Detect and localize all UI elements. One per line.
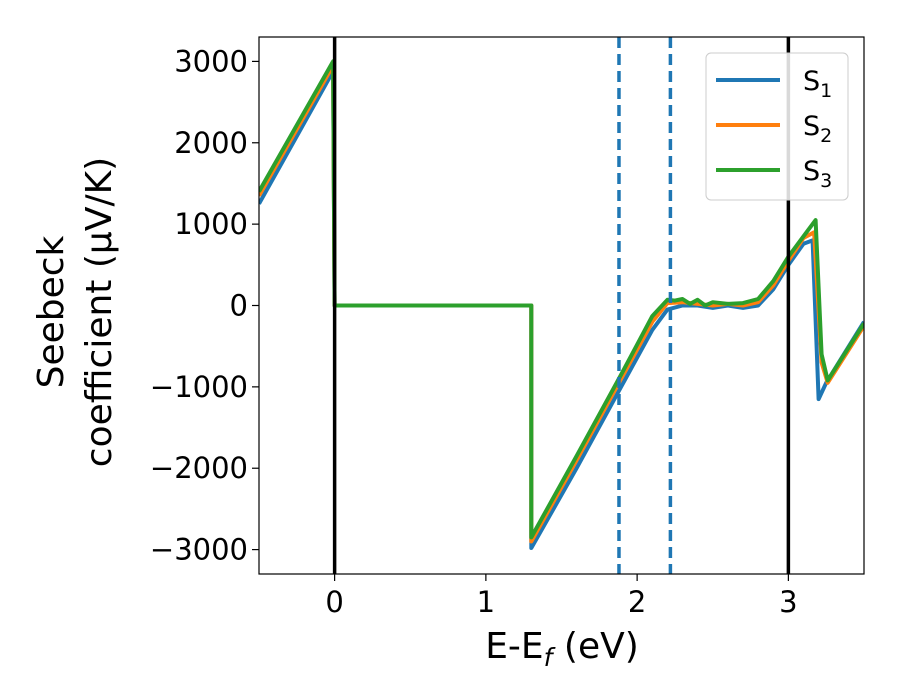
x-ticks: 0 1 2 3 <box>325 574 798 619</box>
series-layer <box>259 59 864 550</box>
legend-label-s2: S2 <box>803 111 832 147</box>
legend-label-s3: S3 <box>803 156 832 192</box>
y-tick-label: −2000 <box>150 451 248 485</box>
x-axis-label-tail: (eV) <box>552 626 638 667</box>
y-tick-label: −3000 <box>150 533 248 567</box>
y-tick-label: 1000 <box>174 207 248 241</box>
legend: S1 S2 S3 <box>705 52 849 201</box>
y-ticks: −3000 −2000 −1000 0 1000 2000 3000 <box>150 44 259 567</box>
x-axis-label: E-Ef (eV) <box>485 626 639 672</box>
x-tick-label: 1 <box>477 585 495 619</box>
y-axis-label: Seebeck coefficient (μV/K) <box>31 157 120 467</box>
y-tick-label: 0 <box>230 289 248 323</box>
x-tick-label: 2 <box>628 585 646 619</box>
y-tick-label: 3000 <box>174 44 248 78</box>
legend-label-s1: S1 <box>803 66 832 102</box>
y-axis-label-line1: Seebeck <box>31 235 72 388</box>
y-tick-label: 2000 <box>174 126 248 160</box>
series-line-s3 <box>259 59 864 540</box>
y-tick-label: −1000 <box>150 370 248 404</box>
x-axis-label-main: E-E <box>485 626 543 667</box>
y-axis-label-line2: coefficient (μV/K) <box>79 157 120 467</box>
x-tick-label: 3 <box>779 585 797 619</box>
x-tick-label: 0 <box>325 585 343 619</box>
